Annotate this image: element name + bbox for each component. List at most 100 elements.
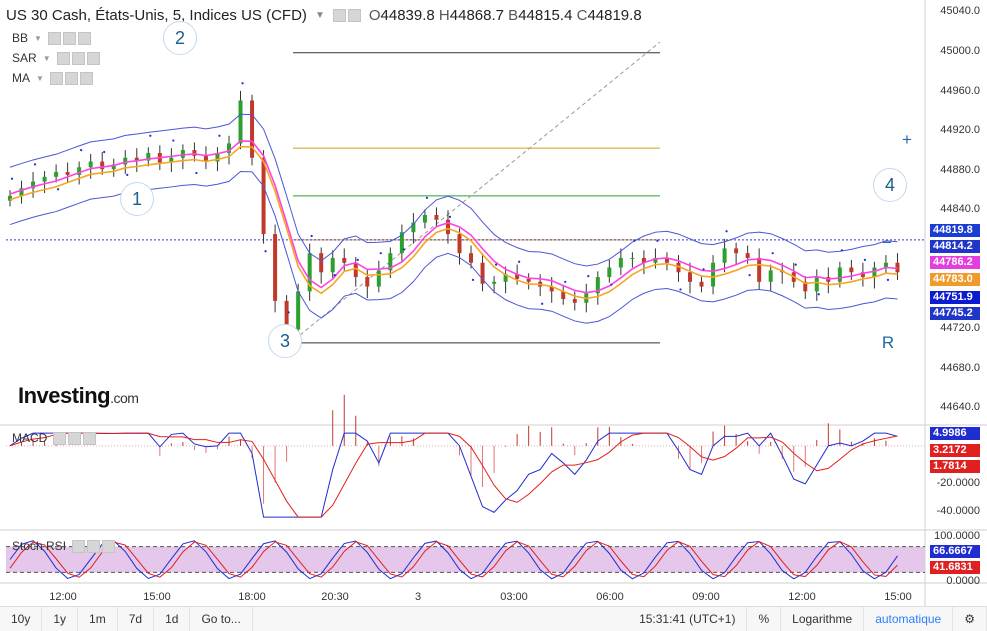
- settings-icon[interactable]: [347, 9, 361, 22]
- sar-dot: [610, 283, 613, 286]
- candle-body: [469, 253, 474, 263]
- candle-body: [146, 152, 151, 161]
- candle-body: [457, 234, 462, 254]
- candle-body: [445, 219, 450, 235]
- range-1m[interactable]: 1m: [78, 607, 118, 631]
- candle-body: [365, 277, 370, 287]
- candle-body: [630, 257, 635, 259]
- sar-dot: [725, 230, 728, 233]
- sar-dot: [402, 248, 405, 251]
- wave-label-2[interactable]: 2: [163, 21, 197, 55]
- indicator-macd[interactable]: MACD: [12, 431, 97, 445]
- price-tag-ma-fast: 44786.2: [930, 256, 980, 269]
- macd-tick: -40.0000: [936, 505, 980, 517]
- sar-dot: [425, 196, 429, 199]
- candle-body: [376, 270, 381, 287]
- candle-body: [768, 270, 773, 282]
- sar-dot: [518, 260, 521, 263]
- log-button[interactable]: Logarithme: [781, 607, 865, 631]
- time-tick: 06:00: [596, 591, 624, 603]
- sar-dot: [702, 268, 705, 271]
- range-10y[interactable]: 10y: [0, 607, 43, 631]
- candle-body: [226, 143, 231, 153]
- range-1d[interactable]: 1d: [154, 607, 191, 631]
- time-tick: 12:00: [49, 591, 77, 603]
- candle-body: [411, 222, 416, 233]
- wave-label-4[interactable]: 4: [873, 168, 907, 202]
- indicator-ma[interactable]: MA ▼: [12, 71, 93, 85]
- stoch-tick: 100.0000: [934, 530, 980, 542]
- bottom-toolbar: 10y 1y 1m 7d 1d Go to... 15:31:41 (UTC+1…: [0, 606, 987, 631]
- candle-body: [434, 215, 439, 220]
- bb-lower-line: [9, 170, 898, 324]
- candle-body: [422, 215, 427, 223]
- header-controls[interactable]: [332, 9, 361, 22]
- low-value: 44815.4: [518, 7, 573, 24]
- candle-body: [814, 277, 819, 292]
- macd-tag-signal: 3.2172: [930, 444, 980, 457]
- high-value: 44868.7: [449, 7, 504, 24]
- eye-icon: [47, 31, 61, 45]
- indicator-bb[interactable]: BB ▼: [12, 31, 91, 45]
- instrument-title[interactable]: US 30 Cash, États-Unis, 5, Indices US (C…: [6, 7, 307, 24]
- range-1y[interactable]: 1y: [42, 607, 79, 631]
- eye-icon: [72, 539, 86, 553]
- trend-dashed-line: [299, 41, 661, 336]
- sar-dot: [886, 278, 890, 282]
- close-icon: [102, 539, 116, 553]
- candle-body: [895, 262, 900, 273]
- chevron-down-icon: ▼: [34, 33, 42, 43]
- ohlc-readout: O44839.8 H44868.7 B44815.4 C44819.8: [368, 7, 642, 24]
- eye-icon: [56, 51, 70, 65]
- candle-body: [607, 267, 612, 278]
- price-tick: 44720.0: [940, 322, 980, 334]
- price-tag-ma-slow: 44783.0: [930, 273, 980, 286]
- time-tick: 15:00: [884, 591, 912, 603]
- wave-label-1[interactable]: 1: [120, 182, 154, 216]
- settings-icon: [71, 51, 85, 65]
- candle-body: [849, 267, 854, 273]
- price-chart[interactable]: [0, 0, 987, 606]
- gear-icon[interactable]: ⚙: [953, 607, 987, 631]
- eye-icon[interactable]: [332, 9, 346, 22]
- sar-dot: [679, 288, 682, 291]
- candle-body: [722, 248, 727, 263]
- candle-body: [261, 157, 266, 235]
- percent-button[interactable]: %: [747, 607, 782, 631]
- eye-icon: [53, 431, 67, 445]
- bb-upper-line: [9, 113, 898, 267]
- candle-body: [307, 253, 312, 292]
- minus-icon: −: [882, 233, 892, 252]
- candle-body: [273, 234, 278, 301]
- candle-body: [388, 253, 393, 271]
- indicator-sar[interactable]: SAR ▼: [12, 51, 100, 65]
- indicator-stoch-rsi[interactable]: Stoch RSI: [12, 539, 116, 553]
- candle-body: [641, 257, 646, 263]
- candle-body: [100, 161, 105, 170]
- candle-body: [803, 281, 808, 292]
- stoch-tag-d: 41.6831: [930, 561, 980, 574]
- stoch-tag-k: 66.6667: [930, 545, 980, 558]
- candle-body: [618, 257, 623, 268]
- range-7d[interactable]: 7d: [118, 607, 155, 631]
- candle-body: [31, 181, 36, 189]
- sar-dot: [218, 134, 221, 137]
- goto-button[interactable]: Go to...: [190, 607, 253, 631]
- candle-body: [734, 248, 739, 254]
- macd-tick: -20.0000: [936, 477, 980, 489]
- candle-body: [572, 299, 577, 303]
- close-icon: [86, 51, 100, 65]
- open-value: 44839.8: [380, 7, 435, 24]
- stoch-d-line: [9, 540, 898, 578]
- chart-header: US 30 Cash, États-Unis, 5, Indices US (C…: [6, 7, 642, 24]
- wave-label-3[interactable]: 3: [268, 324, 302, 358]
- chevron-down-icon[interactable]: ▼: [314, 10, 325, 21]
- chevron-down-icon: ▼: [36, 73, 44, 83]
- sar-dot: [310, 234, 313, 238]
- candle-body: [883, 262, 888, 268]
- sar-dot: [379, 252, 382, 255]
- auto-button[interactable]: automatique: [864, 607, 954, 631]
- sar-dot: [771, 252, 774, 255]
- time-tick: 03:00: [500, 591, 528, 603]
- sar-dot: [356, 258, 359, 261]
